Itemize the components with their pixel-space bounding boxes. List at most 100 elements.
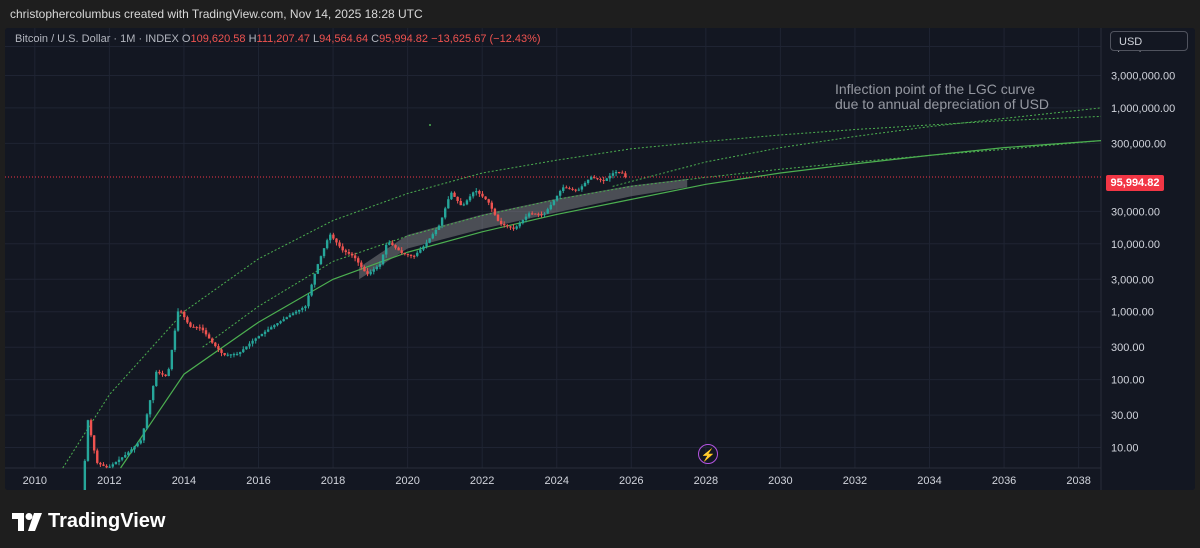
candle-body: [412, 255, 416, 257]
candle-body: [419, 249, 422, 253]
chart-annotation: Inflection point of the LGC curve due to…: [835, 82, 1095, 112]
y-tick-label: 30.00: [1111, 410, 1139, 422]
x-tick-label: 2020: [395, 475, 419, 487]
symbol-name: Bitcoin / U.S. Dollar · 1M · INDEX: [15, 33, 179, 45]
candle-body: [301, 308, 304, 310]
candle-body: [369, 271, 372, 275]
candle-body: [108, 466, 111, 468]
candle-body: [204, 330, 208, 335]
candle-body: [217, 346, 220, 350]
candle-body: [158, 371, 161, 374]
candle-body: [378, 264, 382, 267]
candle-body: [434, 229, 438, 235]
candle-body: [294, 311, 298, 314]
candle-body: [450, 192, 453, 200]
candle-body: [111, 464, 114, 467]
lgc-curve-1: [612, 107, 1102, 187]
candle-body: [534, 213, 537, 215]
candle-body: [593, 177, 596, 179]
candle-body: [136, 443, 139, 447]
candle-body: [509, 226, 512, 228]
candle-body: [254, 338, 257, 341]
candle-body: [151, 386, 155, 401]
change-value: −13,625.67 (−12.43%): [431, 33, 541, 45]
chart-panel[interactable]: 8,000,000.003,000,000.001,000,000.00300,…: [5, 28, 1195, 490]
currency-button[interactable]: USD: [1110, 31, 1188, 51]
y-tick-label: 30,000.00: [1111, 206, 1160, 218]
x-tick-label: 2030: [768, 475, 792, 487]
candle-body: [360, 262, 363, 267]
last-price-label: 95,994.82: [1106, 175, 1164, 191]
candle-body: [409, 254, 413, 256]
candle-body: [86, 420, 90, 461]
x-tick-label: 2034: [917, 475, 941, 487]
candle-body: [155, 371, 158, 387]
candle-body: [490, 202, 494, 209]
candle-body: [431, 234, 434, 239]
candle-body: [590, 177, 593, 180]
lgc-curve-2: [120, 140, 1102, 469]
candle-body: [357, 258, 360, 263]
x-tick-label: 2024: [544, 475, 568, 487]
candle-body: [397, 247, 400, 251]
y-tick-label: 1,000.00: [1111, 307, 1154, 319]
candle-body: [232, 354, 236, 356]
candle-body: [512, 227, 515, 229]
candle-body: [527, 213, 531, 217]
x-tick-label: 2038: [1066, 475, 1090, 487]
candle-body: [471, 192, 475, 197]
candle-body: [189, 322, 192, 327]
candle-body: [319, 256, 323, 265]
candle-body: [496, 214, 500, 221]
chart-marker-dot: [429, 124, 431, 126]
candle-body: [270, 327, 273, 330]
candle-body: [447, 199, 450, 209]
candle-body: [363, 266, 366, 272]
candle-body: [142, 428, 146, 441]
low-label: L: [313, 33, 320, 45]
candle-body: [577, 189, 580, 191]
candle-body: [105, 465, 108, 468]
candle-body: [322, 248, 326, 257]
annotation-line-2: due to annual depreciation of USD: [835, 96, 1050, 112]
candle-body: [391, 242, 394, 246]
candle-body: [503, 224, 506, 226]
candle-body: [316, 264, 320, 274]
candle-body: [332, 234, 335, 239]
chart-caption: christophercolumbus created with Trading…: [10, 7, 423, 21]
candle-body: [475, 191, 478, 193]
candle-body: [546, 209, 549, 214]
candle-body: [608, 175, 612, 179]
candle-body: [338, 242, 341, 247]
candle-body: [617, 171, 621, 173]
price-chart[interactable]: 8,000,000.003,000,000.001,000,000.00300,…: [5, 28, 1195, 490]
candle-body: [611, 173, 615, 176]
bolt-icon[interactable]: ⚡: [698, 444, 718, 464]
candle-body: [372, 269, 375, 272]
candle-body: [89, 420, 93, 436]
candle-body: [279, 321, 282, 324]
candle-body: [614, 171, 618, 174]
candle-body: [422, 246, 425, 250]
candle-body: [506, 225, 509, 227]
x-tick-label: 2032: [843, 475, 867, 487]
candle-body: [92, 435, 96, 451]
candle-body: [325, 240, 329, 249]
candle-body: [350, 253, 354, 256]
candle-body: [530, 213, 534, 215]
candle-body: [133, 446, 136, 450]
candle-body: [621, 172, 624, 174]
candle-body: [565, 187, 568, 189]
candle-body: [580, 186, 584, 190]
candle-body: [468, 196, 472, 201]
candle-body: [344, 250, 347, 253]
annotation-line-1: Inflection point of the LGC curve: [835, 81, 1035, 97]
candle-body: [102, 464, 105, 466]
candle-body: [602, 180, 605, 182]
candle-body: [99, 462, 102, 465]
candle-body: [114, 461, 118, 465]
x-tick-label: 2022: [470, 475, 494, 487]
candle-body: [176, 311, 180, 331]
candle-body: [484, 196, 487, 200]
candle-body: [124, 455, 127, 458]
